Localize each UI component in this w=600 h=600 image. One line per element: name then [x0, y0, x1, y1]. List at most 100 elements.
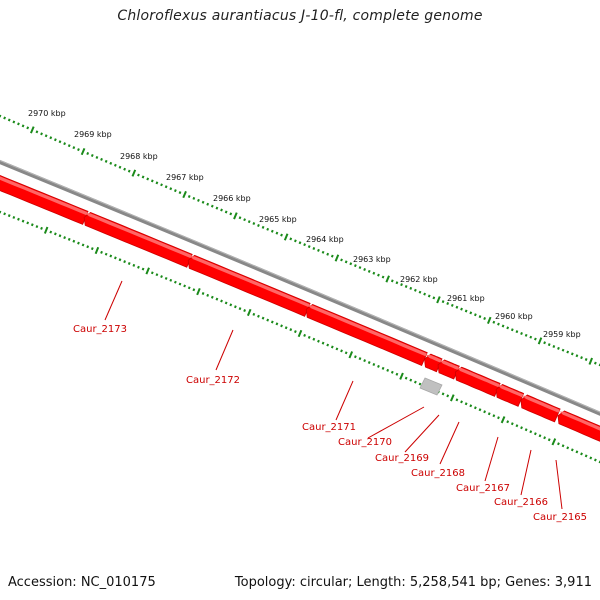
- minor-tick: [270, 229, 274, 233]
- minor-tick: [86, 245, 90, 249]
- minor-tick: [229, 303, 233, 307]
- major-tick: [551, 438, 557, 446]
- minor-tick: [90, 247, 94, 251]
- minor-tick: [210, 204, 214, 208]
- minor-tick: [561, 348, 565, 352]
- gene-leader-line: [215, 329, 234, 371]
- gene-label[interactable]: Caur_2173: [73, 324, 127, 335]
- minor-tick: [492, 320, 496, 324]
- gene-leader-line: [484, 436, 499, 482]
- gene-label[interactable]: Caur_2170: [338, 437, 392, 448]
- accession-label: Accession: NC_010175: [8, 575, 156, 590]
- minor-tick: [113, 163, 117, 167]
- minor-tick: [566, 350, 570, 354]
- minor-tick: [40, 132, 43, 136]
- minor-tick: [141, 175, 145, 179]
- minor-tick: [224, 301, 228, 305]
- gene-leader-line: [404, 414, 440, 453]
- minor-tick: [238, 307, 242, 311]
- minor-tick: [54, 232, 57, 236]
- gene-arrow-highlight: [190, 256, 310, 308]
- minor-tick: [483, 410, 487, 414]
- minor-tick: [95, 155, 99, 159]
- minor-tick: [280, 324, 283, 328]
- gene-label[interactable]: Caur_2165: [533, 512, 587, 523]
- minor-tick: [557, 442, 560, 446]
- minor-tick: [455, 398, 459, 402]
- scale-label: 2964 kbp: [306, 235, 344, 244]
- minor-tick: [192, 196, 196, 200]
- minor-tick: [224, 210, 228, 214]
- minor-tick: [58, 234, 62, 238]
- major-tick: [80, 147, 86, 156]
- minor-tick: [446, 302, 450, 305]
- minor-tick: [335, 347, 339, 351]
- minor-tick: [358, 266, 362, 270]
- minor-tick: [243, 218, 247, 222]
- gene-leader-line: [367, 406, 425, 439]
- gene-track: [0, 175, 600, 442]
- minor-tick: [155, 181, 159, 185]
- minor-tick: [469, 311, 473, 315]
- minor-tick: [524, 333, 528, 337]
- minor-tick: [307, 335, 311, 339]
- minor-tick: [584, 454, 588, 458]
- minor-tick: [12, 120, 16, 124]
- major-tick: [145, 267, 150, 275]
- minor-tick: [220, 208, 223, 212]
- minor-tick: [58, 140, 62, 144]
- minor-tick: [280, 233, 283, 237]
- gene-leader-line: [335, 380, 354, 421]
- minor-tick: [81, 243, 85, 247]
- minor-tick: [381, 275, 385, 279]
- minor-tick: [174, 280, 177, 284]
- minor-tick: [473, 406, 477, 410]
- minor-tick: [547, 438, 551, 442]
- minor-tick: [7, 118, 11, 122]
- scale-label: 2961 kbp: [447, 294, 485, 303]
- minor-tick: [363, 359, 367, 363]
- minor-tick: [312, 337, 316, 341]
- minor-tick: [372, 362, 376, 366]
- minor-tick: [432, 296, 436, 300]
- minor-tick: [257, 314, 260, 318]
- minor-tick: [169, 278, 173, 282]
- minor-tick: [450, 303, 454, 307]
- minor-tick: [455, 305, 459, 309]
- minor-tick: [580, 356, 583, 360]
- gene-label[interactable]: Caur_2169: [375, 453, 429, 464]
- gene-label[interactable]: Caur_2172: [186, 375, 240, 386]
- gene-labels: Caur_2173 Caur_2172 Caur_2171 Caur_2170 Caur…: [73, 280, 587, 523]
- major-tick: [385, 275, 390, 283]
- minor-tick: [533, 432, 537, 436]
- minor-tick: [566, 446, 570, 450]
- minor-tick: [317, 248, 320, 252]
- minor-tick: [464, 309, 468, 313]
- minor-tick: [524, 428, 528, 432]
- major-tick: [436, 296, 441, 304]
- minor-tick: [575, 354, 579, 358]
- minor-tick: [53, 138, 57, 142]
- minor-tick: [584, 357, 588, 361]
- minor-tick: [464, 402, 468, 406]
- major-tick: [246, 308, 252, 317]
- minor-tick: [141, 267, 145, 271]
- gene-label[interactable]: Caur_2171: [302, 422, 356, 433]
- gene-label[interactable]: Caur_2166: [494, 497, 548, 508]
- minor-tick: [575, 450, 579, 454]
- minor-tick: [178, 191, 182, 195]
- minor-tick: [49, 230, 53, 234]
- minor-tick: [160, 275, 163, 279]
- minor-tick: [275, 322, 279, 326]
- gene-label[interactable]: Caur_2168: [411, 468, 465, 479]
- minor-tick: [326, 343, 330, 347]
- minor-tick: [312, 246, 316, 250]
- minor-tick: [169, 187, 173, 191]
- minor-tick: [294, 239, 297, 243]
- minor-tick: [229, 212, 233, 216]
- gene-label[interactable]: Caur_2167: [456, 483, 510, 494]
- minor-tick: [187, 194, 191, 198]
- minor-tick: [570, 448, 574, 452]
- minor-tick: [127, 169, 131, 173]
